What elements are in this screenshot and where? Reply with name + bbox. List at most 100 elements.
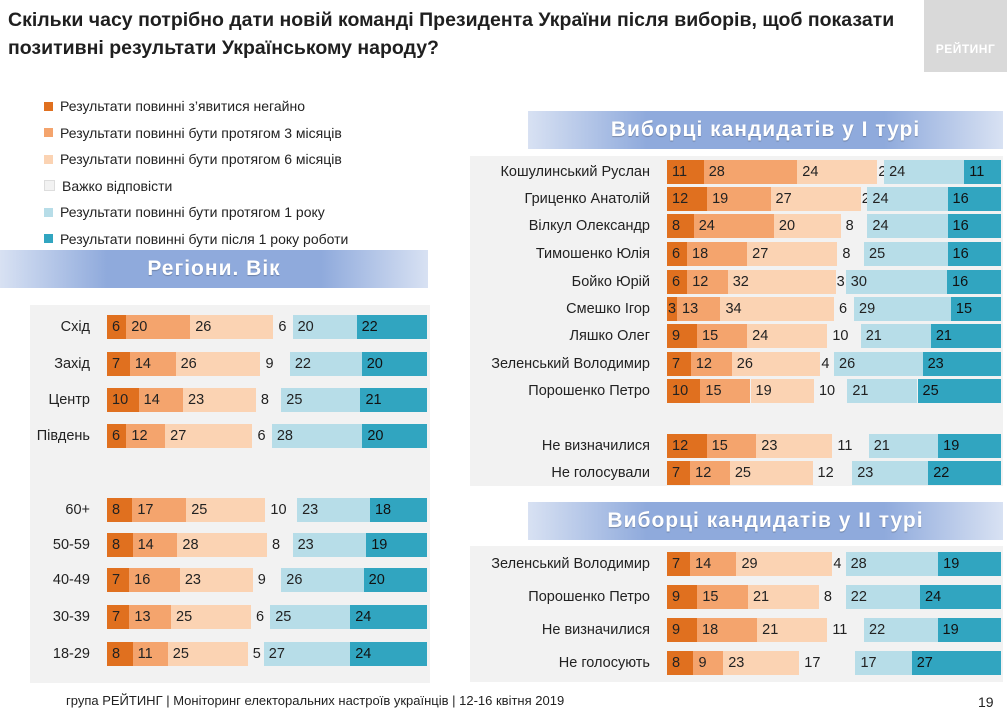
- banner-round2: Виборці кандидатів у II турі: [528, 502, 1003, 540]
- bar-segment: 27: [165, 424, 253, 448]
- bar-segment: 26: [834, 352, 923, 376]
- stacked-bar: 7 14 29 4 28 19: [667, 552, 1001, 576]
- data-label: 27: [916, 655, 933, 671]
- bar-segment: 15: [706, 434, 757, 458]
- legend-label: Результати повинні бути після 1 року роб…: [60, 230, 349, 247]
- row-label: Схід: [60, 319, 90, 335]
- bar-segment: 12: [690, 461, 730, 485]
- data-label: 25: [286, 392, 303, 408]
- data-label: 6: [839, 301, 848, 317]
- data-label: 13: [134, 609, 151, 625]
- stacked-bar: 8 17 25 10 23 18: [107, 498, 427, 522]
- stacked-bar: 3 13 34 6 29 15: [667, 297, 1001, 321]
- legend-swatch: [44, 101, 53, 111]
- bar-segment: 19: [366, 533, 427, 557]
- stacked-bar: 6 20 26 6 20 22: [107, 315, 427, 339]
- data-label: 3: [836, 274, 845, 290]
- data-label: 12: [695, 465, 712, 481]
- data-label: 22: [294, 356, 311, 372]
- bar-segment: 20: [292, 315, 357, 339]
- bar-segment: 24: [884, 160, 965, 184]
- bar-segment: 29: [854, 297, 951, 321]
- bar-segment: 23: [292, 533, 367, 557]
- data-label: 7: [672, 556, 681, 572]
- data-label: 12: [131, 428, 148, 444]
- bar-segment: 25: [917, 379, 1001, 403]
- data-label: 27: [775, 191, 792, 207]
- bar-segment: 20: [363, 568, 427, 592]
- data-label: 23: [188, 392, 205, 408]
- data-label: 25: [922, 383, 939, 399]
- page-title: Скільки часу потрібно дати новій команді…: [8, 9, 895, 59]
- data-label: 17: [137, 502, 154, 518]
- legend-item: Результати повинні бути протягом 6 місяц…: [44, 149, 342, 169]
- data-label: 25: [869, 246, 886, 262]
- bar-segment: 23: [179, 568, 253, 592]
- bar-segment: 16: [947, 187, 1001, 211]
- bar-segment: 21: [757, 618, 828, 642]
- bar-segment: 24: [693, 214, 774, 238]
- data-label: 15: [711, 438, 728, 454]
- bar-segment: 6: [252, 424, 272, 448]
- data-label: 8: [845, 218, 854, 234]
- data-label: 7: [112, 609, 121, 625]
- bar-segment: 4: [820, 352, 834, 376]
- bar-segment: 6: [834, 297, 855, 321]
- row-label: Вілкул Олександр: [528, 218, 650, 234]
- data-label: 29: [741, 556, 758, 572]
- bar-segment: 34: [720, 297, 834, 321]
- bar-segment: 15: [950, 297, 1001, 321]
- bar-segment: 27: [770, 187, 861, 211]
- bar-segment: 10: [265, 498, 298, 522]
- data-label: 30: [850, 274, 867, 290]
- row-label: Тимошенко Юлія: [535, 246, 650, 262]
- data-label: 25: [176, 609, 193, 625]
- data-label: 24: [872, 218, 889, 234]
- bar-segment: 23: [756, 434, 833, 458]
- bar-segment: 11: [832, 434, 869, 458]
- bar-segment: 8: [818, 585, 846, 609]
- bar-segment: 16: [947, 270, 1001, 294]
- data-label: 16: [134, 572, 151, 588]
- data-label: 23: [728, 655, 745, 671]
- bar-segment: 24: [920, 585, 1001, 609]
- data-label: 27: [752, 246, 769, 262]
- row-label: Смешко Ігор: [566, 301, 650, 317]
- data-label: 24: [925, 589, 942, 605]
- bar-segment: 11: [132, 642, 168, 666]
- data-label: 9: [672, 328, 681, 344]
- bar-segment: 12: [667, 434, 707, 458]
- data-label: 11: [672, 164, 688, 180]
- stacked-bar: 8 11 25 5 27 24: [107, 642, 427, 666]
- bar-segment: 22: [928, 461, 1001, 485]
- data-label: 20: [366, 356, 383, 372]
- bar-segment: 29: [736, 552, 833, 576]
- data-label: 16: [952, 218, 969, 234]
- bar-segment: 13: [677, 297, 721, 321]
- data-label: 28: [708, 164, 725, 180]
- bar-segment: 11: [964, 160, 1001, 184]
- bar-segment: 18: [687, 242, 748, 266]
- row-label: Захід: [54, 356, 90, 372]
- bar-segment: 6: [251, 605, 271, 629]
- bar-segment: 26: [281, 568, 364, 592]
- bar-segment: 14: [690, 552, 737, 576]
- data-label: 26: [736, 356, 753, 372]
- bar-segment: 4: [832, 552, 846, 576]
- data-label: 32: [732, 274, 749, 290]
- bar-segment: 5: [247, 642, 264, 666]
- row-label: Південь: [36, 428, 90, 444]
- stacked-bar: 12 15 23 11 21 19: [667, 434, 1001, 458]
- bar-segment: 21: [930, 324, 1001, 348]
- data-label: 8: [112, 646, 121, 662]
- data-label: 25: [734, 465, 751, 481]
- bar-segment: 22: [864, 618, 938, 642]
- legend-item: Результати повинні бути протягом 1 року: [44, 202, 325, 222]
- bar-segment: 8: [840, 214, 868, 238]
- bar-segment: 26: [175, 352, 261, 376]
- bar-segment: 15: [700, 379, 751, 403]
- bar-segment: 20: [361, 352, 427, 376]
- stacked-bar: 6 18 27 8 25 16: [667, 242, 1001, 266]
- bar-segment: 2: [860, 187, 870, 211]
- bar-segment: 7: [667, 461, 691, 485]
